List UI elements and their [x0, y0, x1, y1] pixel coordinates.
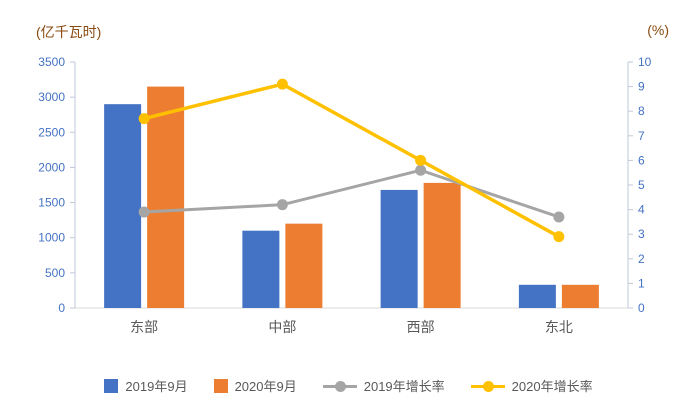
legend-label: 2020年增长率	[511, 379, 593, 394]
left-axis-tick: 1500	[38, 196, 65, 210]
legend-item-line-2020[interactable]: 2020年增长率	[470, 376, 593, 395]
right-axis-tick: 4	[638, 203, 645, 217]
marker-s1-东北	[553, 231, 565, 243]
legend-label: 2019年9月	[125, 379, 188, 394]
bar-s1-中部	[285, 223, 323, 308]
left-axis-title: (亿千瓦时)	[36, 24, 102, 40]
bar-s0-西部	[380, 189, 418, 308]
chart-area: 0 500 1000 1500 2000 2500 3000 3500 0 1 2 3 4 5 6 7 8 9 10…	[38, 55, 652, 335]
legend-label: 2019年增长率	[363, 379, 445, 394]
right-axis-tick: 1	[638, 276, 645, 290]
left-axis-tick: 3000	[38, 90, 65, 104]
legend-square-blue	[104, 378, 119, 393]
bar-s1-西部	[423, 182, 461, 308]
right-axis-tick: 6	[638, 153, 645, 167]
left-axis-tick: 3500	[38, 55, 65, 69]
right-axis-title: (%)	[647, 22, 669, 38]
category-label: 西部	[407, 319, 435, 335]
right-axis-tick: 8	[638, 104, 645, 118]
legend-item-bars-2019[interactable]: 2019年9月	[104, 376, 188, 395]
legend-line-gray	[322, 379, 357, 393]
marker-s0-东北	[553, 211, 565, 223]
marker-s1-中部	[276, 78, 288, 90]
legend-square-orange	[213, 378, 228, 393]
bar-s0-东北	[518, 284, 556, 308]
left-axis-tick: 2500	[38, 125, 65, 139]
category-label: 东部	[130, 319, 158, 335]
right-axis-tick: 9	[638, 80, 645, 94]
legend: 2019年9月 2020年9月 2019年增长率 2020年增长率	[0, 376, 697, 395]
category-label: 中部	[268, 319, 296, 335]
bar-s1-东部	[147, 86, 185, 308]
bar-s0-东部	[104, 104, 142, 309]
combo-chart-svg: 0 500 1000 1500 2000 2500 3000 3500 0 1 2 3 4 5 6 7 8 9 10…	[38, 55, 652, 335]
right-axis-tick: 10	[638, 55, 652, 69]
marker-s0-西部	[415, 164, 427, 176]
legend-line-yellow	[470, 379, 505, 393]
bar-s1-东北	[561, 284, 599, 308]
right-axis-tick: 7	[638, 129, 645, 143]
right-axis-tick: 3	[638, 227, 645, 241]
category-label: 东北	[545, 319, 573, 335]
legend-item-line-2019[interactable]: 2019年增长率	[322, 376, 445, 395]
left-axis-tick: 2000	[38, 160, 65, 174]
marker-s1-东部	[138, 113, 150, 125]
line-gray	[142, 168, 561, 219]
bar-s0-中部	[242, 230, 280, 308]
right-axis-tick: 2	[638, 252, 645, 266]
legend-label: 2020年9月	[234, 379, 297, 394]
marker-s0-东部	[138, 206, 150, 218]
left-axis-tick: 1000	[38, 231, 65, 245]
marker-s0-中部	[276, 199, 288, 211]
marker-s1-西部	[415, 154, 427, 166]
legend-item-bars-2020[interactable]: 2020年9月	[213, 376, 297, 395]
left-axis-tick: 500	[45, 266, 65, 280]
right-axis-tick: 0	[638, 301, 645, 315]
line-yellow	[142, 82, 561, 239]
left-axis-tick: 0	[58, 301, 65, 315]
right-axis-tick: 5	[638, 178, 645, 192]
